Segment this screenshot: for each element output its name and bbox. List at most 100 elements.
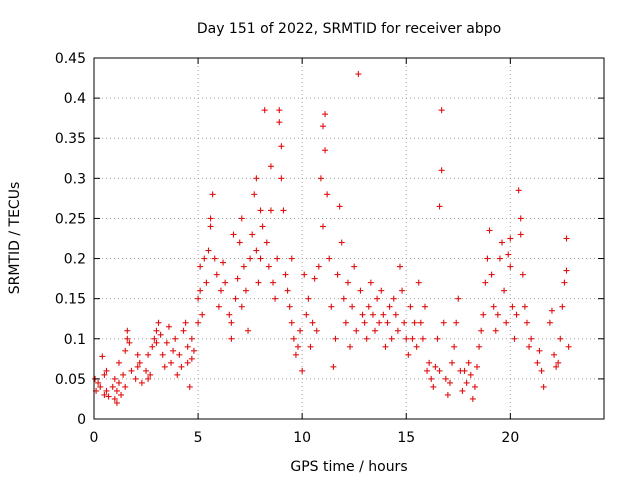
y-tick-label: 0.4 (64, 91, 86, 107)
data-point (344, 279, 351, 286)
data-point (376, 319, 383, 326)
data-point (197, 287, 204, 294)
data-point (319, 123, 326, 130)
data-point (365, 303, 372, 310)
data-point (503, 319, 510, 326)
data-point (488, 271, 495, 278)
data-point (109, 383, 116, 390)
data-point (238, 215, 245, 222)
data-point (330, 363, 337, 370)
data-point (394, 327, 401, 334)
data-point (184, 359, 191, 366)
data-point (557, 335, 564, 342)
data-point (372, 327, 379, 334)
data-point (419, 335, 426, 342)
data-point (292, 351, 299, 358)
data-point (361, 319, 368, 326)
data-point (259, 223, 266, 230)
data-point (563, 267, 570, 274)
data-point (401, 319, 408, 326)
data-point (249, 231, 256, 238)
x-tick-label: 20 (501, 430, 519, 446)
data-point (282, 271, 289, 278)
data-point (201, 255, 208, 262)
data-point (523, 319, 530, 326)
data-point (303, 311, 310, 318)
data-point (284, 287, 291, 294)
data-point (363, 335, 370, 342)
data-point (203, 279, 210, 286)
data-point (270, 279, 277, 286)
data-point (190, 347, 197, 354)
data-point (438, 167, 445, 174)
data-point (434, 335, 441, 342)
data-point (546, 319, 553, 326)
data-point (120, 371, 127, 378)
data-point (480, 311, 487, 318)
y-tick-label: 0.2 (64, 252, 86, 268)
data-point (505, 251, 512, 258)
data-point (442, 375, 449, 382)
data-point (263, 239, 270, 246)
data-point (319, 223, 326, 230)
data-point (128, 367, 135, 374)
y-tick-label: 0.25 (55, 211, 86, 227)
data-point (101, 391, 108, 398)
data-point (288, 319, 295, 326)
data-point (290, 335, 297, 342)
y-tick-label: 0.05 (55, 372, 86, 388)
data-point (178, 363, 185, 370)
data-point (134, 363, 141, 370)
data-point (122, 347, 129, 354)
data-point (380, 311, 387, 318)
data-point (490, 303, 497, 310)
data-point (561, 279, 568, 286)
data-point (170, 347, 177, 354)
data-point (342, 319, 349, 326)
data-point (467, 371, 474, 378)
data-point (340, 295, 347, 302)
data-point (474, 363, 481, 370)
data-point (232, 295, 239, 302)
data-point (438, 107, 445, 114)
data-point (501, 287, 508, 294)
data-point (355, 71, 362, 78)
data-point (101, 371, 108, 378)
data-point (461, 367, 468, 374)
data-point (403, 335, 410, 342)
data-point (421, 303, 428, 310)
data-point (494, 311, 501, 318)
data-point (432, 363, 439, 370)
data-point (184, 343, 191, 350)
data-point (199, 311, 206, 318)
data-point (126, 339, 133, 346)
data-point (195, 295, 202, 302)
data-point (261, 107, 268, 114)
data-point (280, 207, 287, 214)
data-point (161, 363, 168, 370)
data-point (111, 375, 118, 382)
data-point (113, 387, 120, 394)
data-point (105, 393, 112, 400)
data-point (265, 263, 272, 270)
data-point (324, 191, 331, 198)
data-point (338, 239, 345, 246)
data-point (486, 227, 493, 234)
data-point (517, 231, 524, 238)
y-tick-label: 0.3 (64, 171, 86, 187)
data-point (534, 359, 541, 366)
data-point (536, 347, 543, 354)
data-point (99, 353, 106, 360)
data-point (124, 335, 131, 342)
data-point (469, 395, 476, 402)
data-point (278, 143, 285, 150)
data-point (444, 391, 451, 398)
data-point (136, 359, 143, 366)
data-point (492, 327, 499, 334)
data-point (517, 215, 524, 222)
data-point (299, 367, 306, 374)
data-point (132, 375, 139, 382)
data-point (215, 303, 222, 310)
data-point (446, 379, 453, 386)
